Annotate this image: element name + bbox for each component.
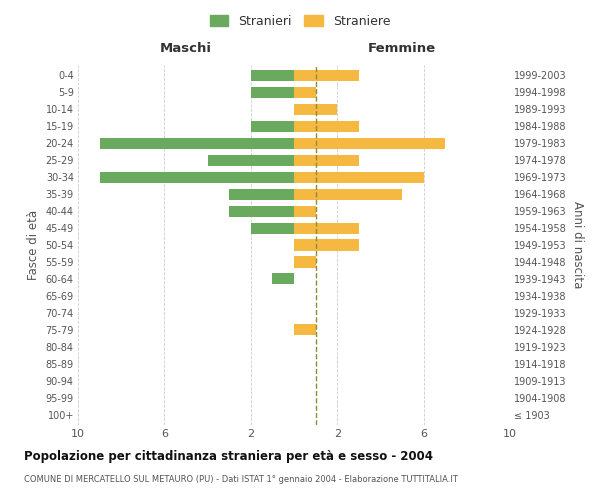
Bar xyxy=(294,154,359,166)
Text: COMUNE DI MERCATELLO SUL METAURO (PU) - Dati ISTAT 1° gennaio 2004 - Elaborazion: COMUNE DI MERCATELLO SUL METAURO (PU) - … xyxy=(24,475,458,484)
Bar xyxy=(294,70,359,80)
Bar xyxy=(294,324,316,336)
Text: Popolazione per cittadinanza straniera per età e sesso - 2004: Popolazione per cittadinanza straniera p… xyxy=(24,450,433,463)
Bar xyxy=(294,206,316,216)
Bar xyxy=(251,86,294,98)
Text: Femmine: Femmine xyxy=(368,42,436,55)
Bar xyxy=(229,206,294,216)
Bar xyxy=(294,138,445,148)
Bar xyxy=(294,120,359,132)
Bar xyxy=(294,188,402,200)
Legend: Stranieri, Straniere: Stranieri, Straniere xyxy=(206,11,394,32)
Y-axis label: Fasce di età: Fasce di età xyxy=(27,210,40,280)
Y-axis label: Anni di nascita: Anni di nascita xyxy=(571,202,584,288)
Bar xyxy=(251,222,294,234)
Bar xyxy=(294,222,359,234)
Bar xyxy=(100,138,294,148)
Bar xyxy=(294,86,316,98)
Bar xyxy=(294,240,359,250)
Bar xyxy=(294,172,424,182)
Text: Maschi: Maschi xyxy=(160,42,212,55)
Bar xyxy=(272,274,294,284)
Bar xyxy=(294,256,316,268)
Bar xyxy=(229,188,294,200)
Bar xyxy=(294,104,337,115)
Bar xyxy=(251,120,294,132)
Bar xyxy=(251,70,294,80)
Bar xyxy=(100,172,294,182)
Bar xyxy=(208,154,294,166)
